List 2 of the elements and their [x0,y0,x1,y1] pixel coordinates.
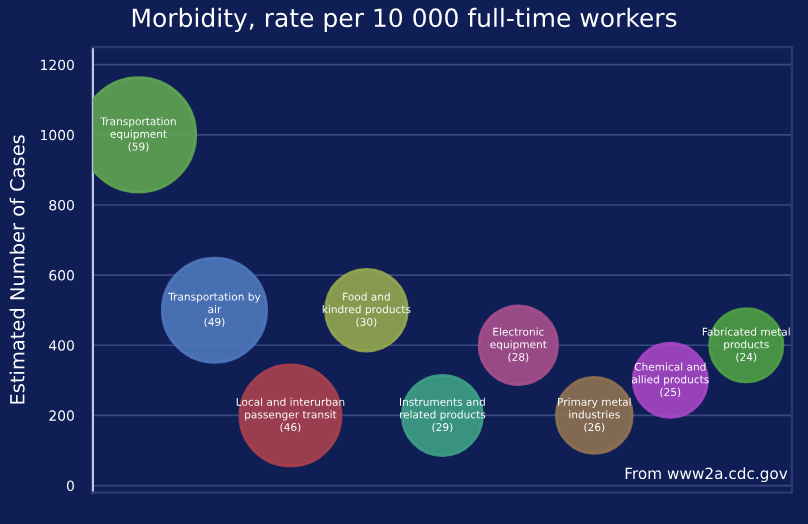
y-axis-title: Estimated Number of Cases [9,135,25,404]
chart-title: Morbidity, rate per 10 000 full-time workers [132,7,677,33]
